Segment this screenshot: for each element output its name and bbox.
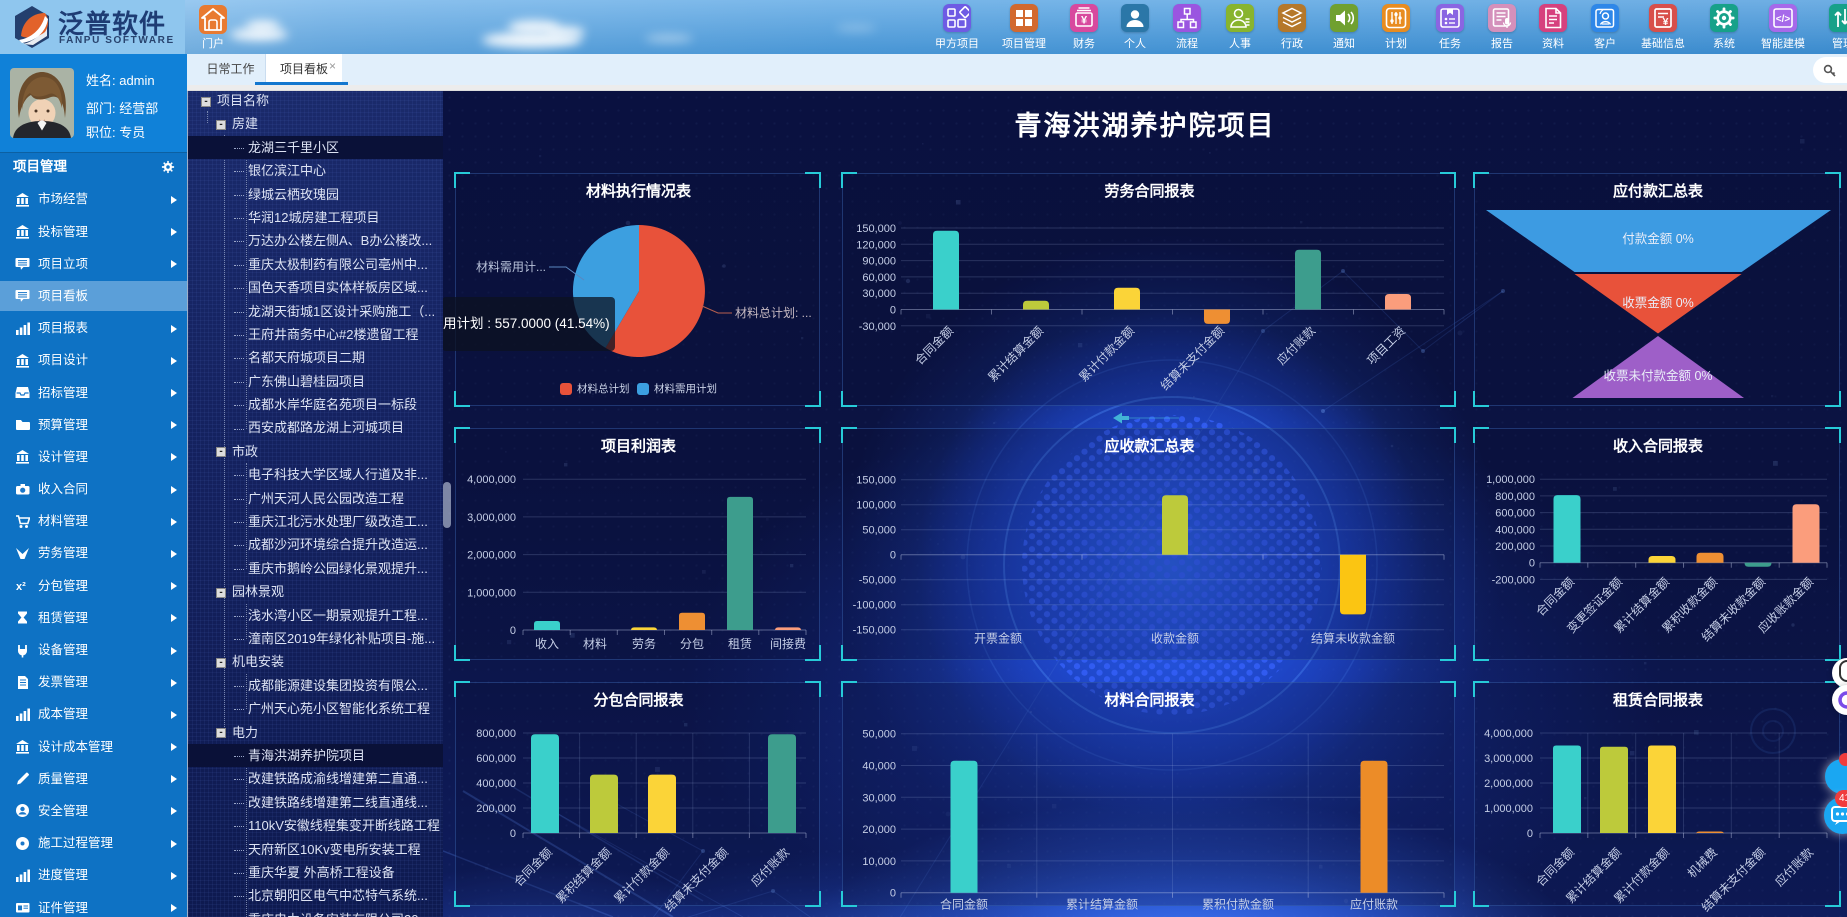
svg-text:-50,000: -50,000: [859, 575, 896, 587]
svg-text:1,000,000: 1,000,000: [1484, 803, 1533, 815]
svg-text:200,000: 200,000: [476, 803, 516, 815]
svg-text:20,000: 20,000: [862, 824, 896, 836]
svg-text:30,000: 30,000: [862, 792, 896, 804]
svg-text:0: 0: [890, 888, 896, 900]
svg-text:100,000: 100,000: [856, 500, 896, 512]
svg-text:0: 0: [890, 550, 896, 562]
svg-text:0: 0: [510, 828, 516, 840]
svg-text:机械费: 机械费: [1684, 845, 1720, 881]
svg-text:累计结算金额: 累计结算金额: [985, 323, 1047, 385]
svg-text:90,000: 90,000: [862, 256, 896, 268]
svg-text:600,000: 600,000: [1495, 508, 1535, 520]
svg-text:累积付款金额: 累积付款金额: [1202, 897, 1274, 912]
svg-text:</>: </>: [1776, 14, 1791, 25]
svg-text:收入合同报表: 收入合同报表: [1613, 437, 1704, 455]
svg-text:累计付款金额: 累计付款金额: [1076, 323, 1138, 385]
svg-text:150,000: 150,000: [856, 223, 896, 235]
svg-text:材料需用计划: 材料需用计划: [654, 382, 717, 395]
svg-text:累积结算金额: 累积结算金额: [553, 845, 615, 907]
svg-text:应付账款: 应付账款: [1772, 845, 1817, 890]
svg-text:¥: ¥: [1081, 15, 1088, 27]
svg-text:材料执行情况表: 材料执行情况表: [586, 182, 692, 200]
svg-text:0: 0: [1527, 828, 1533, 840]
svg-text:0: 0: [1529, 558, 1535, 570]
svg-text:60,000: 60,000: [862, 272, 896, 284]
svg-text:0: 0: [510, 625, 516, 637]
svg-text:50,000: 50,000: [862, 525, 896, 537]
svg-text:应付账款: 应付账款: [1350, 897, 1398, 912]
svg-text:结算未收款金额: 结算未收款金额: [1311, 631, 1395, 646]
svg-text:¥: ¥: [1663, 16, 1669, 28]
svg-text:租赁合同报表: 租赁合同报表: [1613, 691, 1704, 709]
svg-text:800,000: 800,000: [1495, 491, 1535, 503]
svg-text:2,000,000: 2,000,000: [467, 550, 516, 562]
svg-text:材料: 材料: [583, 637, 607, 651]
svg-text:x²: x²: [16, 581, 26, 593]
svg-text:3,000,000: 3,000,000: [467, 512, 516, 524]
svg-text:项目工资: 项目工资: [1364, 324, 1408, 368]
svg-text:400,000: 400,000: [476, 778, 516, 790]
svg-text:收入: 收入: [535, 637, 559, 651]
svg-text:间接费: 间接费: [770, 636, 806, 651]
svg-text:2,000,000: 2,000,000: [1484, 778, 1533, 790]
svg-text:收票未付款金额 0%: 收票未付款金额 0%: [1603, 368, 1712, 383]
svg-text:用计划 : 557.0000 (41.54%): 用计划 : 557.0000 (41.54%): [443, 316, 610, 331]
svg-text:120,000: 120,000: [856, 239, 896, 251]
svg-text:应付账款: 应付账款: [1274, 323, 1319, 368]
svg-text:收票金额 0%: 收票金额 0%: [1622, 295, 1694, 310]
svg-text:150,000: 150,000: [856, 475, 896, 487]
svg-text:-150,000: -150,000: [853, 625, 896, 637]
svg-text:应收款汇总表: 应收款汇总表: [1104, 437, 1195, 455]
svg-text:付款金额 0%: 付款金额 0%: [1622, 231, 1694, 246]
svg-text:-30,000: -30,000: [859, 321, 896, 333]
svg-text:600,000: 600,000: [476, 753, 516, 765]
svg-text:200,000: 200,000: [1495, 541, 1535, 553]
svg-text:40,000: 40,000: [862, 761, 896, 773]
svg-text:材料总计划: ...: 材料总计划: ...: [735, 306, 812, 320]
svg-text:材料需用计...: 材料需用计...: [476, 260, 546, 274]
svg-text:30,000: 30,000: [862, 288, 896, 300]
svg-text:50,000: 50,000: [862, 729, 896, 741]
svg-text:项目利润表: 项目利润表: [601, 437, 677, 455]
svg-text:1,000,000: 1,000,000: [467, 587, 516, 599]
svg-text:合同金额: 合同金额: [1533, 845, 1578, 890]
svg-text:10,000: 10,000: [862, 856, 896, 868]
svg-text:租赁: 租赁: [728, 637, 752, 651]
svg-text:合同金额: 合同金额: [912, 323, 957, 368]
svg-text:0: 0: [890, 305, 896, 317]
svg-text:-200,000: -200,000: [1492, 574, 1535, 586]
svg-text:结算未支付金额: 结算未支付金额: [1157, 323, 1227, 393]
svg-text:合同金额: 合同金额: [1533, 574, 1578, 619]
svg-text:4,000,000: 4,000,000: [467, 474, 516, 486]
svg-text:累计结算金额: 累计结算金额: [1066, 897, 1138, 912]
svg-text:分包合同报表: 分包合同报表: [593, 691, 684, 709]
svg-text:应付款汇总表: 应付款汇总表: [1613, 182, 1704, 200]
svg-text:开票金额: 开票金额: [974, 631, 1022, 646]
svg-text:-100,000: -100,000: [853, 600, 896, 612]
svg-text:3,000,000: 3,000,000: [1484, 753, 1533, 765]
svg-text:400,000: 400,000: [1495, 524, 1535, 536]
svg-text:800,000: 800,000: [476, 728, 516, 740]
svg-text:1,000,000: 1,000,000: [1486, 474, 1535, 486]
svg-text:合同金额: 合同金额: [511, 845, 556, 890]
svg-text:材料总计划: 材料总计划: [577, 382, 630, 395]
svg-text:应付账款: 应付账款: [748, 845, 793, 890]
svg-text:劳务合同报表: 劳务合同报表: [1104, 182, 1195, 200]
svg-text:4,000,000: 4,000,000: [1484, 728, 1533, 740]
svg-text:收款金额: 收款金额: [1151, 631, 1199, 646]
svg-text:合同金额: 合同金额: [940, 897, 988, 912]
svg-text:劳务: 劳务: [632, 636, 656, 651]
svg-text:材料合同报表: 材料合同报表: [1104, 691, 1195, 709]
svg-text:分包: 分包: [680, 637, 704, 651]
svg-text:累计付款金额: 累计付款金额: [611, 845, 673, 907]
